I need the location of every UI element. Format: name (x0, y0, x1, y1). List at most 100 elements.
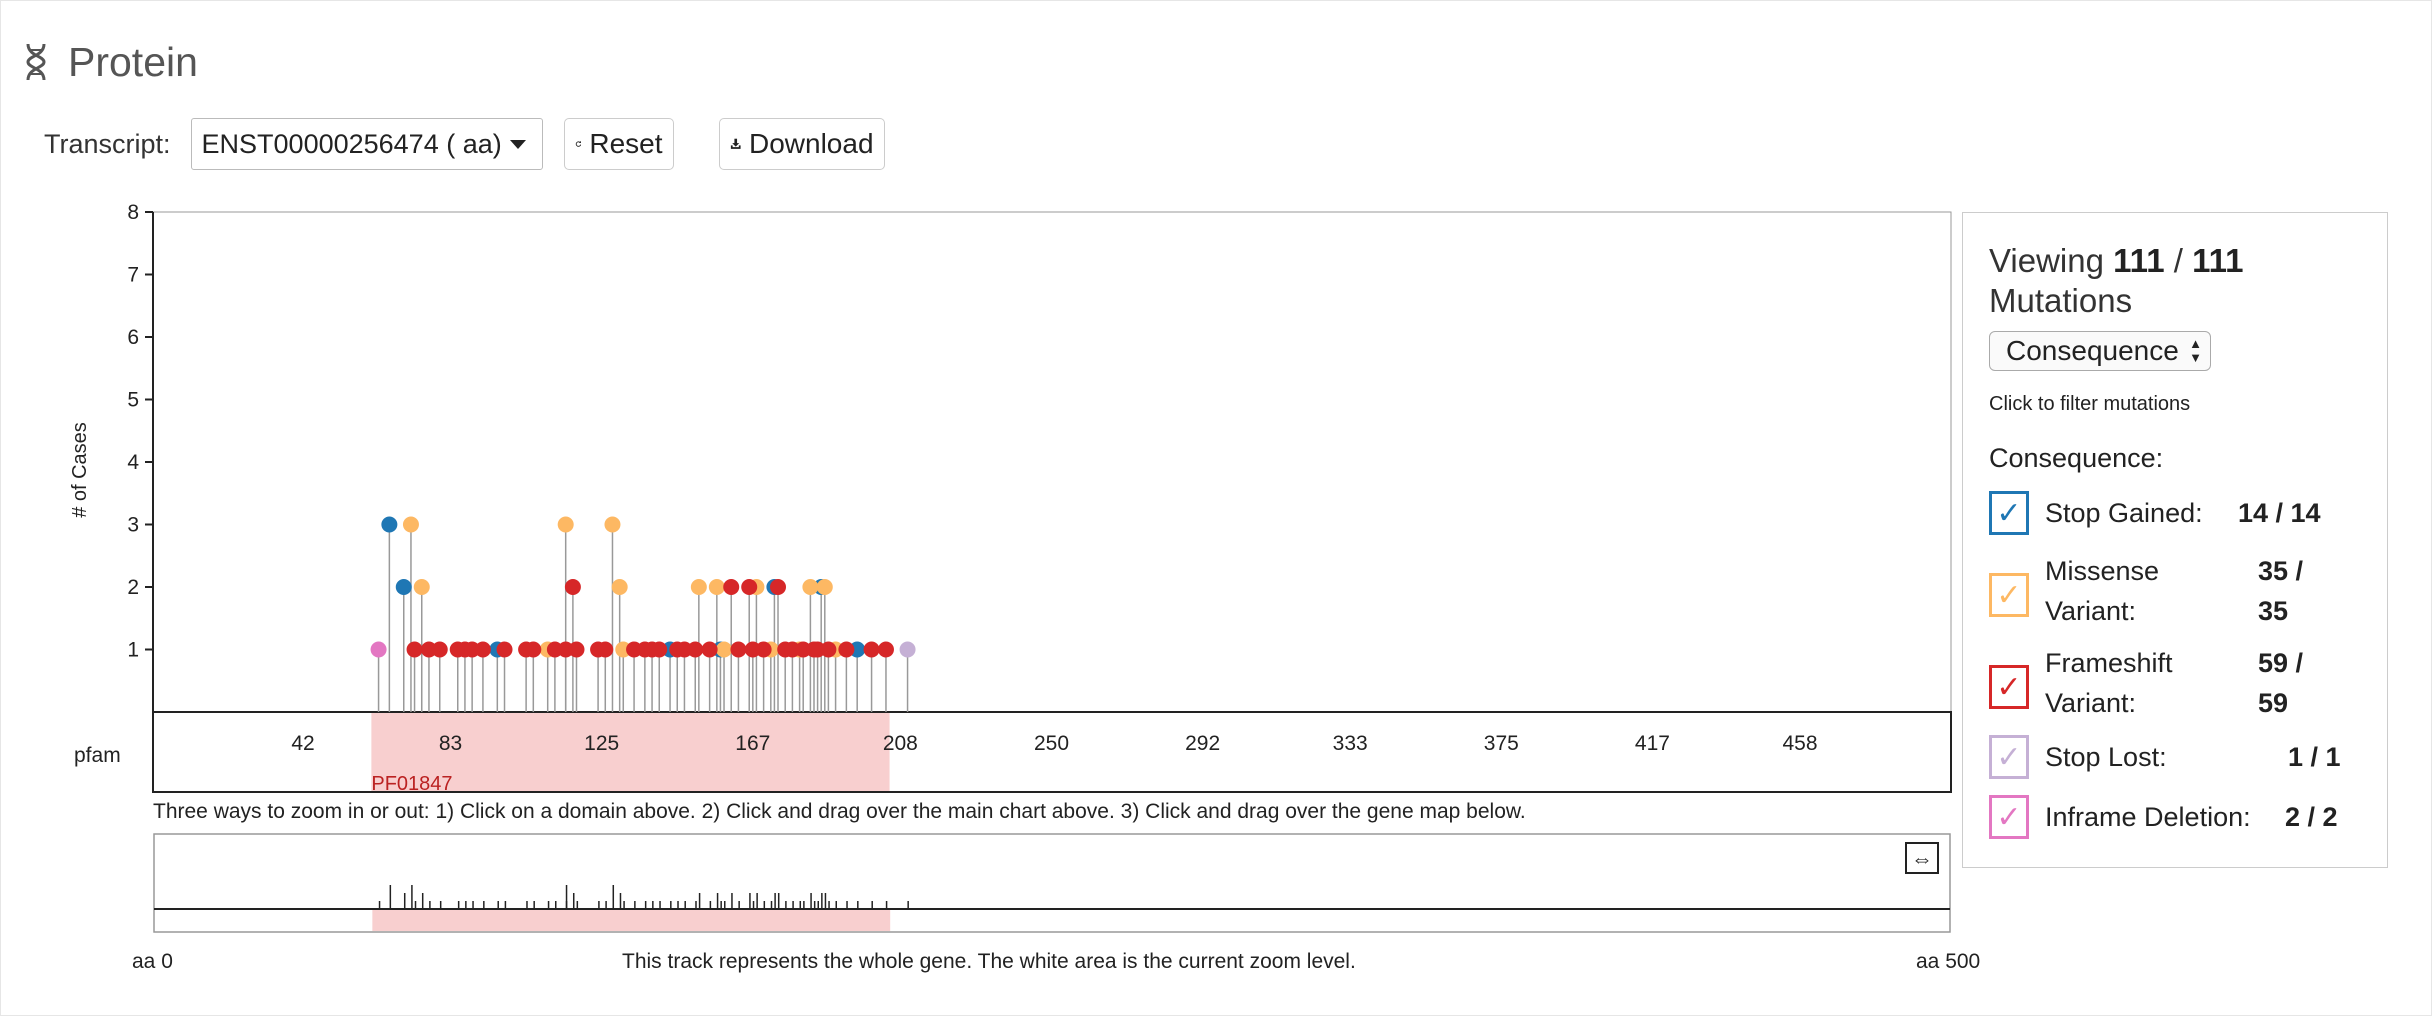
check-icon[interactable]: ✓ (1989, 735, 2029, 779)
lollipop-chart[interactable]: PF01847 1 2 3 4 5 6 7 8 42 83 125 167 208 250 292 333 37… (0, 200, 1960, 820)
mutation-dot[interactable] (708, 579, 725, 595)
mutation-dot[interactable] (431, 641, 448, 658)
toolbar: Transcript: ENST00000256474 ( aa) Reset … (44, 116, 885, 172)
mutation-dot[interactable] (395, 579, 412, 595)
mutation-dot[interactable] (687, 641, 704, 658)
download-button[interactable]: Download (718, 118, 885, 170)
x-tick-label: 42 (291, 732, 314, 755)
zoom-reset-button[interactable]: ⇔ (1905, 842, 1939, 874)
x-tick-label: 167 (735, 732, 770, 755)
mutation-dot[interactable] (564, 579, 581, 595)
mutation-dot[interactable] (820, 641, 837, 658)
pfam-track-label: pfam (74, 744, 121, 767)
legend-item-label: Stop Gained: (2045, 498, 2203, 528)
legend-item-missense-variant[interactable]: ✓ Missense Variant: (1989, 551, 2175, 631)
mutation-dot[interactable] (701, 641, 718, 658)
y-tick-label: 5 (127, 389, 139, 412)
mutation-dot[interactable] (604, 516, 621, 533)
mutation-dot[interactable] (838, 641, 855, 658)
refresh-icon (575, 140, 581, 147)
viewing-total: 111 (2192, 242, 2244, 279)
gene-minimap-svg[interactable]: ⇔ (153, 833, 1951, 933)
mutation-dot[interactable] (730, 641, 747, 658)
filter-hint: Click to filter mutations (1989, 393, 2191, 415)
plot-area[interactable] (152, 211, 1952, 713)
mutation-dot[interactable] (370, 641, 387, 658)
mutation-dot[interactable] (525, 641, 542, 658)
pfam-domain-bar[interactable] (371, 712, 890, 792)
select-arrows-icon: ▲ ▼ (2189, 336, 2202, 365)
minimap-frame (153, 833, 1951, 933)
mutation-dot[interactable] (406, 641, 423, 658)
legend-item-inframe-deletion[interactable]: ✓ Inframe Deletion: (1989, 795, 2285, 839)
mutation-dot[interactable] (741, 579, 758, 595)
transcript-select[interactable]: ENST00000256474 ( aa) (190, 118, 543, 170)
expand-icon[interactable] (1905, 842, 1939, 874)
caret-down-icon (509, 139, 526, 149)
minimap-end-label: aa 500 (1916, 950, 1981, 973)
mutation-dot[interactable] (651, 641, 668, 658)
mutation-dot[interactable] (557, 516, 574, 533)
check-icon[interactable]: ✓ (1989, 491, 2029, 535)
legend-item-label: Frameshift Variant: (2045, 648, 2173, 718)
reset-label: Reset (589, 128, 663, 159)
consequence-heading: Consequence: (1989, 443, 2164, 473)
gene-minimap[interactable]: ⇔ (153, 833, 1951, 933)
legend-item-count: 35 / 35 (2258, 556, 2304, 626)
legend-item-stop-gained[interactable]: ✓ Stop Gained: (1989, 491, 2245, 535)
mutation-dot[interactable] (816, 579, 833, 595)
mutation-dot[interactable] (755, 641, 772, 658)
mutation-dot[interactable] (899, 641, 916, 658)
lollipop-chart-svg[interactable]: PF01847 1 2 3 4 5 6 7 8 42 83 125 167 208 250 292 333 37… (0, 200, 1960, 820)
y-tick-label: 3 (127, 514, 139, 537)
x-tick-label: 417 (1635, 732, 1670, 755)
x-tick-label: 208 (883, 732, 918, 755)
mutation-dot[interactable] (802, 579, 819, 595)
legend-item-label: Inframe Deletion: (2045, 802, 2251, 832)
mutation-dot[interactable] (863, 641, 880, 658)
mutation-dot[interactable] (474, 641, 491, 658)
minimap-start-label: aa 0 (132, 950, 173, 973)
mutation-dot[interactable] (611, 579, 628, 595)
y-tick-label: 2 (127, 576, 139, 599)
consequence-select-value: Consequence (2006, 335, 2179, 366)
reset-button[interactable]: Reset (563, 118, 674, 170)
legend-item-count: 2 / 2 (2285, 802, 2338, 832)
mutation-dot[interactable] (568, 641, 585, 658)
consequence-select[interactable]: Consequence ▲ ▼ (1989, 331, 2211, 371)
page-title-text: Protein (68, 38, 198, 85)
y-tick-label: 7 (127, 264, 139, 287)
mutation-dot[interactable] (770, 579, 787, 595)
download-label: Download (749, 128, 874, 159)
mutation-dot[interactable] (381, 516, 398, 533)
page-title: Protein (20, 32, 198, 92)
mutation-dot[interactable] (413, 579, 430, 595)
legend-item-label: Stop Lost: (2045, 742, 2167, 772)
check-icon[interactable]: ✓ (1989, 795, 2029, 839)
x-tick-label: 83 (439, 732, 462, 755)
mutation-dot[interactable] (597, 641, 614, 658)
mutation-legend: Viewing 111 / 111 Mutations Consequence … (1962, 212, 2388, 868)
dna-icon (26, 43, 46, 81)
y-tick-label: 1 (127, 639, 139, 662)
legend-item-frameshift-variant[interactable]: ✓ Frameshift Variant: (1989, 643, 2175, 723)
viewing-summary: Viewing 111 / 111 Mutations (1989, 241, 2289, 321)
mutation-dot[interactable] (716, 641, 733, 658)
viewing-shown: 111 (2113, 242, 2165, 279)
x-tick-label: 250 (1034, 732, 1069, 755)
legend-item-count: 14 / 14 (2238, 498, 2321, 528)
mutation-dot[interactable] (723, 579, 740, 595)
legend-item-stop-lost[interactable]: ✓ Stop Lost: (1989, 735, 2245, 779)
mutation-dot[interactable] (877, 641, 894, 658)
viewing-sep: / (2173, 242, 2183, 279)
minimap-domain-bar (372, 909, 891, 931)
mutation-dot[interactable] (496, 641, 513, 658)
check-icon[interactable]: ✓ (1989, 665, 2029, 709)
mutation-dot[interactable] (402, 516, 419, 533)
mutation-dot[interactable] (690, 579, 707, 595)
check-icon[interactable]: ✓ (1989, 573, 2029, 617)
x-tick-label: 292 (1185, 732, 1220, 755)
transcript-label: Transcript: (44, 128, 171, 159)
transcript-value: ENST00000256474 ( aa) (201, 128, 502, 159)
legend-item-count: 1 / 1 (2288, 742, 2341, 772)
